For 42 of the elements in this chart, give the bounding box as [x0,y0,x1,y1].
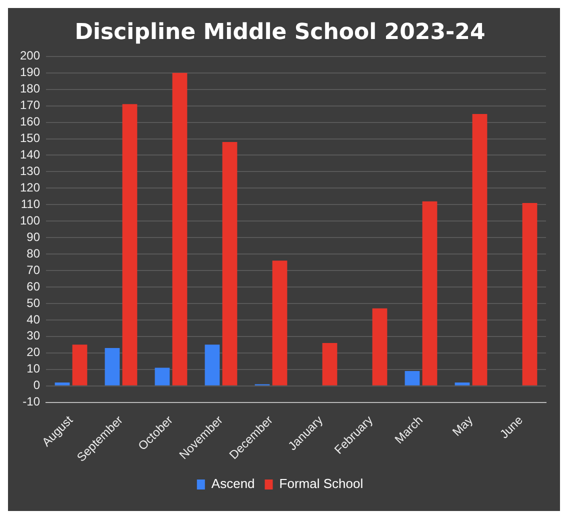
y-tick-label: 0 [33,378,40,392]
chart-title: Discipline Middle School 2023-24 [74,20,486,45]
y-tick-label: 70 [26,262,40,277]
y-tick-label: 90 [26,230,40,244]
bar [422,201,438,386]
y-tick-label: 200 [20,48,40,63]
y-tick-label: 80 [26,246,40,260]
bar [454,382,470,386]
y-tick-label: 180 [20,82,40,96]
bar [54,382,70,386]
bar [322,343,338,386]
bar [172,72,188,386]
legend-label: Ascend [211,476,255,492]
y-tick-label: 110 [20,196,40,211]
y-tick-label: 190 [20,65,40,80]
bar [522,203,538,386]
y-tick-label: -10 [22,394,40,409]
bar [204,344,220,386]
y-tick-label: 60 [26,279,40,294]
bar [272,260,288,386]
bar [154,368,170,386]
y-tick-label: 130 [20,164,40,178]
y-tick-label: 100 [20,213,40,228]
x-tick-label: May [450,412,476,439]
bar [72,344,88,386]
y-tick-label: 140 [20,148,40,162]
bar [372,308,388,386]
bar [122,104,138,386]
bar [222,142,238,386]
bar [404,371,420,386]
y-tick-label: 10 [26,362,40,376]
y-tick-label: 120 [20,180,40,194]
y-tick-label: 40 [26,312,40,326]
bar [472,114,488,386]
y-tick-label: 150 [20,131,40,146]
legend-label: Formal School [279,476,364,492]
y-tick-label: 50 [26,296,40,310]
bar [104,348,120,386]
y-tick-label: 30 [26,328,40,343]
y-tick-label: 20 [26,345,40,360]
y-tick-label: 160 [20,114,40,129]
y-tick-label: 170 [20,98,40,112]
